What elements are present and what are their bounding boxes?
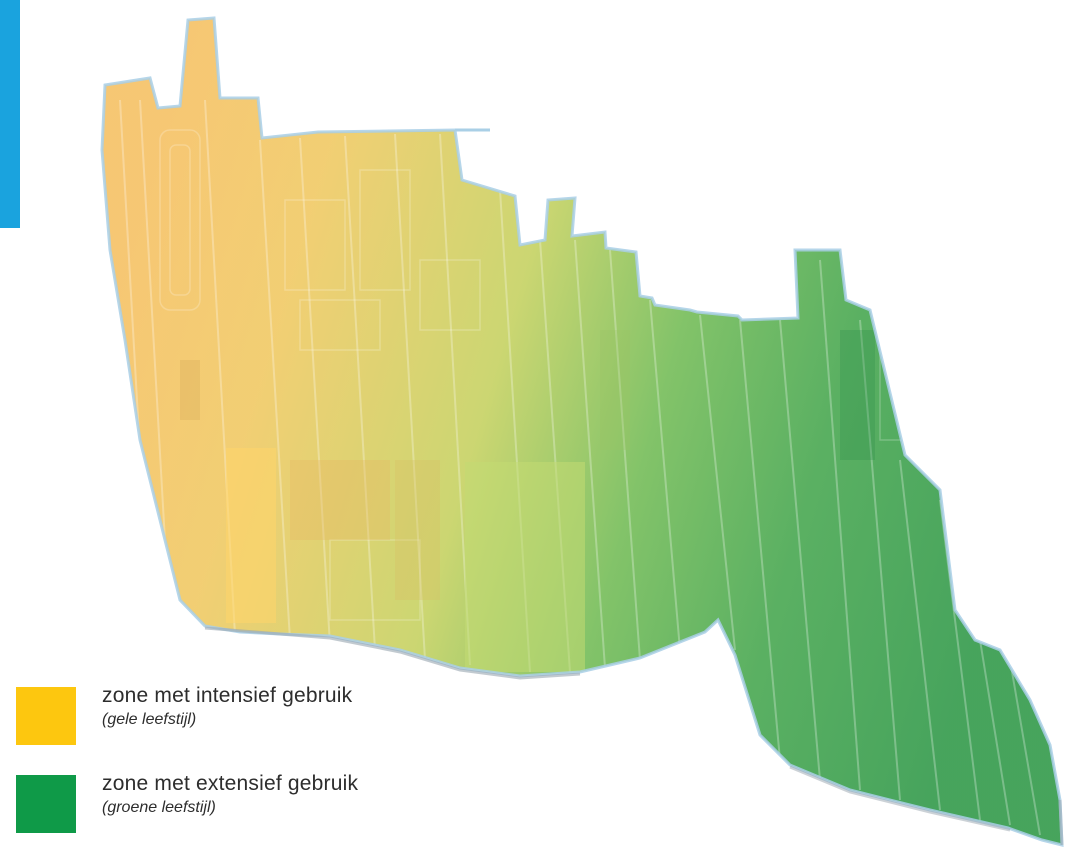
legend-swatch-extensive [16,775,76,833]
legend-label: zone met extensief gebruik [102,772,359,795]
legend-label: zone met intensief gebruik [102,684,353,707]
accent-bar [0,0,20,228]
legend-sublabel: (gele leefstijl) [102,711,197,728]
legend-swatch-intensive [16,687,76,745]
legend-sublabel: (groene leefstijl) [102,799,216,816]
